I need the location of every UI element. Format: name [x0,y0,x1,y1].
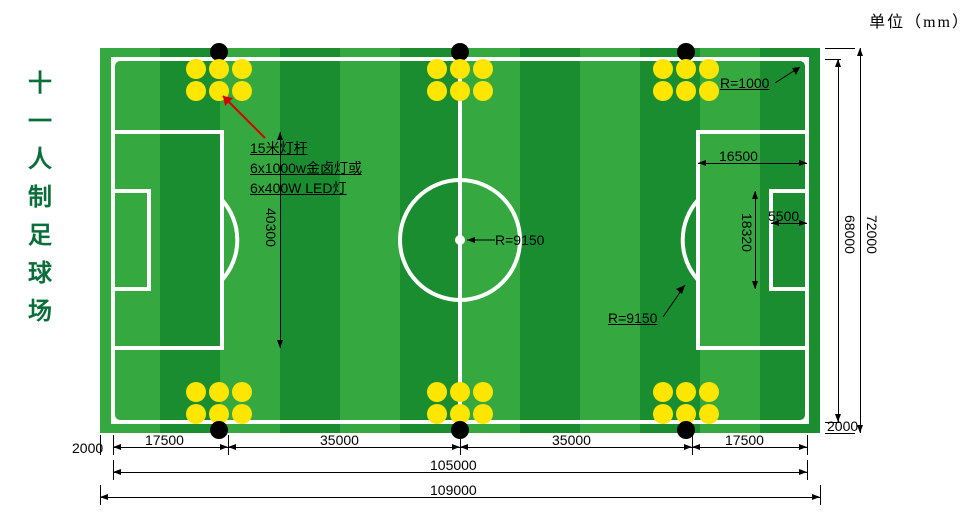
dim-2000v: 2000 [827,418,858,434]
penalty-radius-label: R=9150 [608,310,657,326]
note-line: 6x400W LED灯 [250,178,362,198]
corner-radius-label: R=1000 [720,75,769,91]
light-cluster [186,382,252,426]
dim-109000: 109000 [430,482,477,498]
light-cluster [427,382,493,426]
dim-35000a: 35000 [320,432,359,448]
page-title: 十一人制足球场 [28,65,52,331]
light-cluster [653,56,719,100]
note-line: 6x1000w金卤灯或 [250,158,362,178]
dim-18320: 18320 [739,213,755,252]
light-note: 15米灯杆 6x1000w金卤灯或 6x400W LED灯 [250,138,362,198]
dim-40300: 40300 [263,208,279,247]
dim-17500b: 17500 [725,432,764,448]
light-cluster [427,56,493,100]
field-diagram: 15米灯杆 6x1000w金卤灯或 6x400W LED灯 R=1000 R=9… [100,48,820,433]
dim-16500: 16500 [719,148,758,164]
dim-arrow [755,191,756,289]
dim-2000h: 2000 [72,440,103,456]
dim-arrow [838,59,839,422]
dim-72000: 72000 [864,215,880,254]
dim-68000: 68000 [842,215,858,254]
dim-arrow [860,48,861,433]
note-line: 15米灯杆 [250,138,362,158]
dim-105000: 105000 [430,457,477,473]
unit-label: 单位（mm） [869,8,970,32]
dim-35000b: 35000 [552,432,591,448]
dim-17500: 17500 [145,432,184,448]
light-cluster [653,382,719,426]
dim-arrow [280,132,281,348]
pitch-lines [100,48,820,433]
center-radius-label: R=9150 [495,232,544,248]
dim-5500: 5500 [768,208,799,224]
